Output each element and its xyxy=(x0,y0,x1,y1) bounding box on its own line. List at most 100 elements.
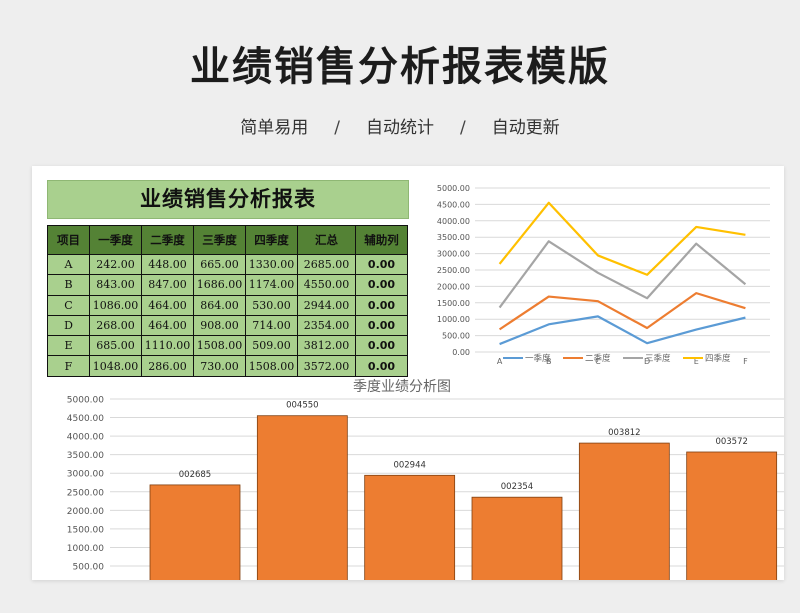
table-cell: 908.00 xyxy=(193,314,246,337)
tag-auto-stats: 自动统计 xyxy=(366,118,434,138)
y-tick-label: 5000.00 xyxy=(67,396,104,406)
y-tick-label: 3500.00 xyxy=(437,233,470,242)
table-cell: 2944.00 xyxy=(297,294,356,316)
table-cell: F xyxy=(47,355,90,377)
bar xyxy=(686,451,778,580)
table-row: F 1048.00 286.00 730.00 1508.00 3572.00 … xyxy=(47,355,408,377)
table-cell: 714.00 xyxy=(245,314,298,337)
y-tick-label: 1500.00 xyxy=(67,525,104,535)
series-line xyxy=(498,240,747,309)
y-tick-label: 3000.00 xyxy=(437,250,470,259)
y-tick-label: 500.00 xyxy=(73,563,105,573)
table-cell: 242.00 xyxy=(89,253,142,276)
tag-auto-update: 自动更新 xyxy=(491,118,560,138)
series-line xyxy=(498,201,746,276)
y-tick-label: 3000.00 xyxy=(67,470,104,480)
table-cell: 0.00 xyxy=(355,274,408,296)
table-cell: A xyxy=(47,253,90,276)
y-tick-label: 1500.00 xyxy=(437,299,470,308)
x-tick-label: B xyxy=(546,357,552,366)
col-header: 项目 xyxy=(47,225,90,255)
y-tick-label: 2000.00 xyxy=(437,282,470,291)
tag-separator: / xyxy=(460,118,466,138)
y-tick-label: 3500.00 xyxy=(67,451,104,461)
col-header: 三季度 xyxy=(193,225,246,255)
legend-label: 二季度 xyxy=(585,353,611,364)
table-cell: 730.00 xyxy=(193,355,246,377)
bar xyxy=(149,484,241,580)
x-tick-label: A xyxy=(497,357,503,366)
x-tick-label: D xyxy=(644,357,650,366)
bar xyxy=(471,496,563,580)
x-tick-label: E xyxy=(694,357,699,366)
table-cell: 847.00 xyxy=(141,274,194,296)
table-cell: 509.00 xyxy=(245,335,298,357)
table-cell: 685.00 xyxy=(89,335,142,357)
col-header: 辅助列 xyxy=(355,225,408,255)
table-cell: 3812.00 xyxy=(297,335,356,357)
x-tick-label: F xyxy=(743,357,748,366)
table-cell: 0.00 xyxy=(355,294,408,316)
table-cell: 3572.00 xyxy=(297,355,356,377)
bar xyxy=(578,442,670,580)
col-header: 汇总 xyxy=(297,225,356,255)
table-title: 业绩销售分析报表 xyxy=(47,180,409,219)
table-cell: 843.00 xyxy=(89,274,142,296)
table-cell: E xyxy=(47,335,90,357)
table-cell: 1508.00 xyxy=(193,335,246,357)
table-cell: 464.00 xyxy=(141,294,194,316)
table-cell: 1110.00 xyxy=(141,335,194,357)
table-row: A 242.00 448.00 665.00 1330.00 2685.00 0… xyxy=(47,253,408,276)
table-row: C 1086.00 464.00 864.00 530.00 2944.00 0… xyxy=(47,294,408,316)
table-cell: 0.00 xyxy=(355,335,408,357)
table-cell: 0.00 xyxy=(355,355,408,377)
y-tick-label: 2500.00 xyxy=(437,266,470,275)
legend-label: 三季度 xyxy=(645,353,671,364)
table-cell: 665.00 xyxy=(193,253,246,276)
y-tick-label: 4000.00 xyxy=(437,217,470,226)
bar xyxy=(364,474,456,580)
table-cell: 530.00 xyxy=(245,294,298,316)
table-cell: 864.00 xyxy=(193,294,246,316)
table-header-row: 项目 一季度 二季度 三季度 四季度 汇总 辅助列 xyxy=(47,225,408,255)
y-tick-label: 2500.00 xyxy=(67,488,104,498)
table-cell: 0.00 xyxy=(355,253,408,276)
table-cell: 268.00 xyxy=(89,314,142,337)
table-row: E 685.00 1110.00 1508.00 509.00 3812.00 … xyxy=(47,335,408,357)
legend-label: 四季度 xyxy=(705,353,731,364)
col-header: 一季度 xyxy=(89,225,142,255)
table-row: D 268.00 464.00 908.00 714.00 2354.00 0.… xyxy=(47,314,408,337)
page-title: 业绩销售分析报表模版 xyxy=(190,44,610,90)
tag-separator: / xyxy=(334,118,340,138)
bar-data-label: 002944 xyxy=(393,460,425,470)
table-cell: 2354.00 xyxy=(297,314,356,337)
y-tick-label: 4500.00 xyxy=(67,414,104,424)
bar-data-label: 003812 xyxy=(608,428,640,438)
sales-table: 项目 一季度 二季度 三季度 四季度 汇总 辅助列 A 242.00 448.0… xyxy=(47,225,408,377)
bar-chart-title: 季度业绩分析图 xyxy=(353,379,451,395)
y-tick-label: 4500.00 xyxy=(437,200,470,209)
table-cell: B xyxy=(47,274,90,296)
series-line xyxy=(499,315,746,346)
y-tick-label: 500.00 xyxy=(442,332,470,341)
col-header: 二季度 xyxy=(141,225,194,255)
table-cell: 464.00 xyxy=(141,314,194,337)
table-cell: 1686.00 xyxy=(193,274,246,296)
bar-data-label: 002354 xyxy=(501,482,533,492)
series-line xyxy=(498,292,746,331)
bar-data-label: 004550 xyxy=(286,401,318,411)
table-cell: 1086.00 xyxy=(89,294,142,316)
quarterly-bar-chart: 季度业绩分析图 500.00 1000.00 1500.00 2000.00 2500.0… xyxy=(67,379,784,580)
y-tick-label: 1000.00 xyxy=(437,315,470,324)
table-cell: 1508.00 xyxy=(245,355,298,377)
bar-data-label: 003572 xyxy=(715,437,747,447)
table-cell: 0.00 xyxy=(355,314,408,337)
feature-tags: 简单易用 / 自动统计 / 自动更新 xyxy=(0,113,800,138)
y-tick-label: 5000.00 xyxy=(437,184,470,193)
table-cell: 448.00 xyxy=(141,253,194,276)
y-tick-label: 1000.00 xyxy=(67,544,104,554)
table-cell: C xyxy=(47,294,90,316)
col-header: 四季度 xyxy=(245,225,298,255)
table-cell: 1330.00 xyxy=(245,253,298,276)
y-tick-label: 2000.00 xyxy=(67,507,104,517)
